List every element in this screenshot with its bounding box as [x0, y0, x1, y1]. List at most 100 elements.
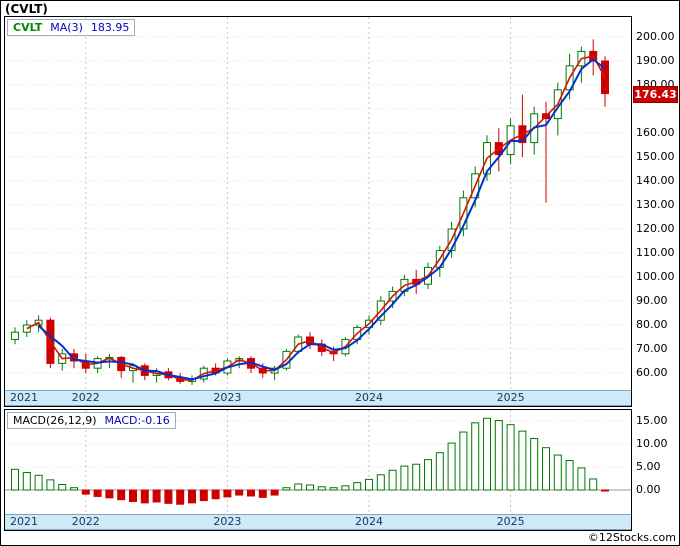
macd-bar — [400, 465, 409, 491]
watermark: ©12Stocks.com — [587, 531, 676, 544]
macd-bar — [270, 489, 279, 496]
macd-bar — [140, 489, 149, 504]
macd-bar — [565, 460, 574, 491]
macd-bar — [129, 489, 137, 502]
year-label: 2022 — [71, 391, 100, 404]
macd-bar — [294, 483, 303, 491]
macd-bar — [164, 489, 173, 504]
macd-bar — [601, 489, 609, 492]
year-label: 2023 — [213, 391, 242, 404]
macd-xaxis-band: 2021 2022 2023 2024 2025 — [5, 514, 631, 530]
macd-bar — [247, 489, 255, 497]
macd-bar — [365, 478, 373, 491]
macd-bar — [46, 479, 55, 491]
macd-bar — [258, 489, 267, 498]
macd-bar — [424, 459, 432, 491]
macd-bar — [223, 489, 232, 498]
macd-bar — [518, 430, 527, 491]
macd-bar — [188, 489, 196, 504]
macd-bar — [483, 417, 491, 491]
price-xaxis-band: 2021 2022 2023 2024 2025 — [5, 390, 631, 406]
price-axis-label: 60.00 — [636, 366, 668, 379]
macd-bar — [329, 487, 338, 491]
year-label: 2025 — [496, 391, 525, 404]
legend-ma-label: MA(3) — [50, 21, 83, 34]
macd-bar — [199, 489, 208, 502]
macd-label: MACD(26,12,9) — [13, 414, 97, 427]
macd-bar — [152, 489, 161, 503]
candlestick-plot — [5, 17, 631, 390]
macd-bar — [105, 489, 114, 499]
macd-bar — [93, 489, 102, 497]
macd-bar — [506, 424, 515, 491]
macd-bar — [235, 489, 244, 496]
macd-bar — [553, 454, 562, 491]
price-axis-label: 100.00 — [636, 270, 675, 283]
macd-bar — [376, 474, 385, 491]
macd-bar — [447, 442, 456, 491]
macd-bar — [58, 483, 67, 491]
macd-bar — [412, 463, 421, 491]
macd-bar — [589, 478, 598, 491]
candle — [518, 94, 527, 157]
year-label: 2025 — [496, 515, 525, 528]
price-legend: CVLT MA(3) 183.95 — [7, 19, 136, 36]
price-axis: 176.43 200.00 190.00 180.00 160.00 150.00 140… — [633, 16, 679, 407]
macd-bar — [542, 447, 550, 491]
price-axis-label: 90.00 — [636, 294, 668, 307]
macd-axis-label: 15.00 — [636, 414, 668, 427]
legend-symbol: CVLT — [13, 21, 43, 34]
price-axis-label: 70.00 — [636, 342, 668, 355]
macd-bar — [282, 487, 291, 491]
macd-bar — [11, 468, 19, 491]
ma-fast-line — [26, 55, 606, 382]
macd-bar — [530, 437, 539, 491]
macd-legend: MACD(26,12,9) MACD:-0.16 — [7, 412, 176, 429]
price-axis-label: 200.00 — [636, 30, 675, 43]
macd-bar — [176, 489, 185, 505]
macd-bar — [388, 469, 397, 491]
macd-bar — [471, 422, 480, 491]
macd-axis-label: 10.00 — [636, 437, 668, 450]
macd-plot — [5, 410, 631, 514]
price-axis-label: 120.00 — [636, 222, 675, 235]
price-axis-label: 140.00 — [636, 174, 675, 187]
macd-bar — [459, 431, 468, 491]
macd-bar — [353, 482, 362, 491]
macd-bar — [70, 487, 78, 491]
legend-ma-value: 183.95 — [90, 21, 130, 34]
macd-value: MACD:-0.16 — [104, 414, 170, 427]
macd-bar — [341, 485, 350, 491]
macd-bar — [117, 489, 126, 501]
current-price-badge: 176.43 — [633, 85, 678, 103]
candle — [601, 56, 609, 107]
price-axis-label: 150.00 — [636, 150, 675, 163]
macd-axis-label: 5.00 — [636, 460, 661, 473]
candle — [11, 327, 19, 345]
candle — [93, 356, 102, 373]
price-axis-label: 80.00 — [636, 318, 668, 331]
macd-bar — [494, 420, 503, 491]
price-axis-label: 160.00 — [636, 126, 675, 139]
macd-axis: 15.00 10.00 5.00 0.00 — [633, 409, 679, 531]
candle — [577, 46, 586, 83]
price-axis-label: 110.00 — [636, 246, 675, 259]
symbol-title: (CVLT) — [5, 2, 48, 16]
macd-bar — [577, 467, 586, 491]
price-chart-panel: CVLT MA(3) 183.95 2021 2022 2023 2024 2025 — [4, 16, 632, 407]
year-label: 2021 — [10, 515, 38, 528]
price-axis-label: 130.00 — [636, 198, 675, 211]
macd-bar — [81, 489, 90, 495]
candle — [117, 356, 126, 378]
macd-axis-label: 0.00 — [636, 483, 661, 496]
year-label: 2024 — [355, 391, 383, 404]
macd-bar — [22, 472, 31, 491]
year-label: 2022 — [71, 515, 100, 528]
macd-bar — [306, 484, 314, 491]
candle — [58, 349, 67, 371]
macd-bar — [317, 486, 326, 491]
price-axis-label: 190.00 — [636, 54, 675, 67]
year-label: 2021 — [10, 391, 38, 404]
macd-bar — [435, 452, 444, 491]
macd-panel: MACD(26,12,9) MACD:-0.16 2021 2022 2023 2024… — [4, 409, 632, 531]
